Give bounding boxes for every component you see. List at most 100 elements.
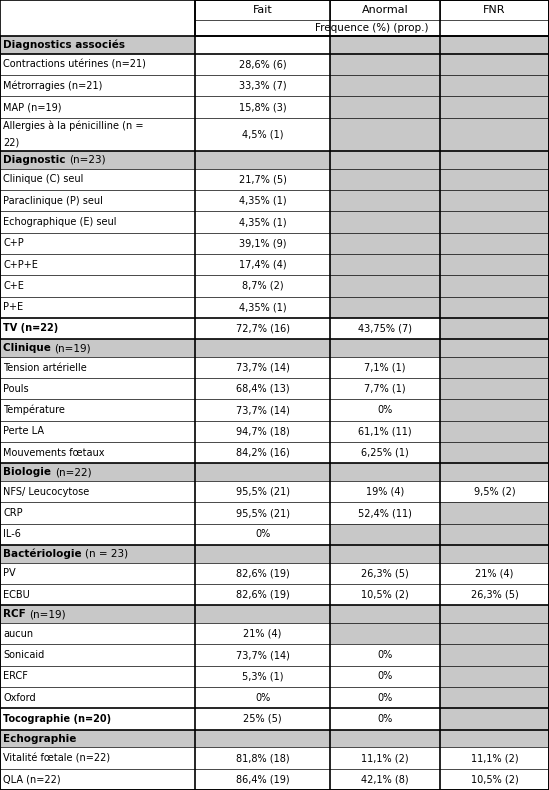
Bar	[195, 769, 330, 790]
Bar	[440, 623, 549, 645]
Bar	[330, 169, 440, 190]
Text: Mouvements fœtaux: Mouvements fœtaux	[3, 448, 104, 457]
Text: IL-6: IL-6	[3, 529, 21, 540]
Bar	[0, 623, 195, 645]
Bar	[195, 378, 330, 400]
Bar	[0, 151, 195, 169]
Bar	[195, 584, 330, 605]
Text: 21,7% (5): 21,7% (5)	[239, 175, 287, 185]
Text: Oxford: Oxford	[3, 693, 36, 702]
Bar	[330, 421, 440, 442]
Bar	[0, 118, 195, 151]
Text: Anormal: Anormal	[362, 5, 408, 15]
Bar	[330, 747, 440, 769]
Bar	[440, 36, 549, 54]
Bar	[440, 296, 549, 318]
Bar	[330, 339, 440, 357]
Text: 43,75% (7): 43,75% (7)	[358, 323, 412, 333]
Text: 22): 22)	[3, 137, 19, 148]
Bar	[330, 54, 440, 75]
Bar	[195, 233, 330, 254]
Bar	[330, 275, 440, 296]
Bar	[330, 0, 440, 20]
Bar	[0, 190, 195, 212]
Bar	[440, 605, 549, 623]
Bar	[0, 769, 195, 790]
Text: 15,8% (3): 15,8% (3)	[239, 102, 287, 112]
Bar	[195, 254, 330, 275]
Bar	[0, 275, 195, 296]
Text: 33,3% (7): 33,3% (7)	[239, 81, 287, 91]
Bar	[440, 151, 549, 169]
Bar	[440, 666, 549, 687]
Bar	[440, 421, 549, 442]
Bar	[330, 605, 440, 623]
Text: 95,5% (21): 95,5% (21)	[236, 487, 289, 497]
Bar	[330, 357, 440, 378]
Bar	[0, 54, 195, 75]
Bar	[440, 233, 549, 254]
Text: CRP: CRP	[3, 508, 23, 518]
Bar	[195, 75, 330, 96]
Text: Biologie: Biologie	[3, 467, 54, 477]
Text: 94,7% (18): 94,7% (18)	[236, 427, 289, 436]
Text: Pouls: Pouls	[3, 384, 29, 394]
Bar	[195, 212, 330, 233]
Bar	[440, 169, 549, 190]
Text: 0%: 0%	[377, 693, 393, 702]
Text: Diagnostics associés: Diagnostics associés	[3, 40, 125, 50]
Bar	[330, 36, 440, 54]
Bar	[195, 54, 330, 75]
Bar	[330, 645, 440, 666]
Text: Echographique (E) seul: Echographique (E) seul	[3, 217, 116, 227]
Text: ECBU: ECBU	[3, 590, 30, 600]
Bar	[0, 378, 195, 400]
Text: 0%: 0%	[377, 405, 393, 415]
Bar	[0, 481, 195, 502]
Bar	[440, 645, 549, 666]
Bar	[195, 524, 330, 545]
Bar	[0, 339, 195, 357]
Bar	[440, 709, 549, 730]
Bar	[330, 212, 440, 233]
Bar	[195, 0, 330, 20]
Text: 86,4% (19): 86,4% (19)	[236, 774, 289, 784]
Bar	[440, 400, 549, 421]
Bar	[330, 190, 440, 212]
Text: Frequence (%) (prop.): Frequence (%) (prop.)	[315, 23, 429, 33]
Bar	[0, 169, 195, 190]
Bar	[0, 584, 195, 605]
Bar	[0, 524, 195, 545]
Text: 7,1% (1): 7,1% (1)	[364, 363, 406, 373]
Bar	[440, 190, 549, 212]
Bar	[330, 623, 440, 645]
Text: P+E: P+E	[3, 303, 23, 312]
Bar	[195, 623, 330, 645]
Bar	[195, 339, 330, 357]
Bar	[330, 769, 440, 790]
Text: Bactériologie: Bactériologie	[3, 549, 85, 559]
Text: 10,5% (2): 10,5% (2)	[361, 590, 409, 600]
Bar	[440, 481, 549, 502]
Text: 0%: 0%	[255, 693, 270, 702]
Bar	[195, 118, 330, 151]
Bar	[440, 318, 549, 339]
Bar	[0, 0, 549, 36]
Bar	[330, 400, 440, 421]
Bar	[330, 666, 440, 687]
Bar	[330, 524, 440, 545]
Bar	[0, 400, 195, 421]
Text: 6,25% (1): 6,25% (1)	[361, 448, 409, 457]
Text: Clinique (C) seul: Clinique (C) seul	[3, 175, 83, 185]
Text: C+P+E: C+P+E	[3, 260, 38, 269]
Text: QLA (n=22): QLA (n=22)	[3, 774, 60, 784]
Bar	[195, 645, 330, 666]
Bar	[440, 730, 549, 747]
Bar	[0, 709, 195, 730]
Bar	[0, 36, 195, 54]
Bar	[0, 747, 195, 769]
Bar	[440, 524, 549, 545]
Bar	[0, 562, 195, 584]
Text: Tocographie (n=20): Tocographie (n=20)	[3, 714, 111, 724]
Text: NFS/ Leucocytose: NFS/ Leucocytose	[3, 487, 89, 497]
